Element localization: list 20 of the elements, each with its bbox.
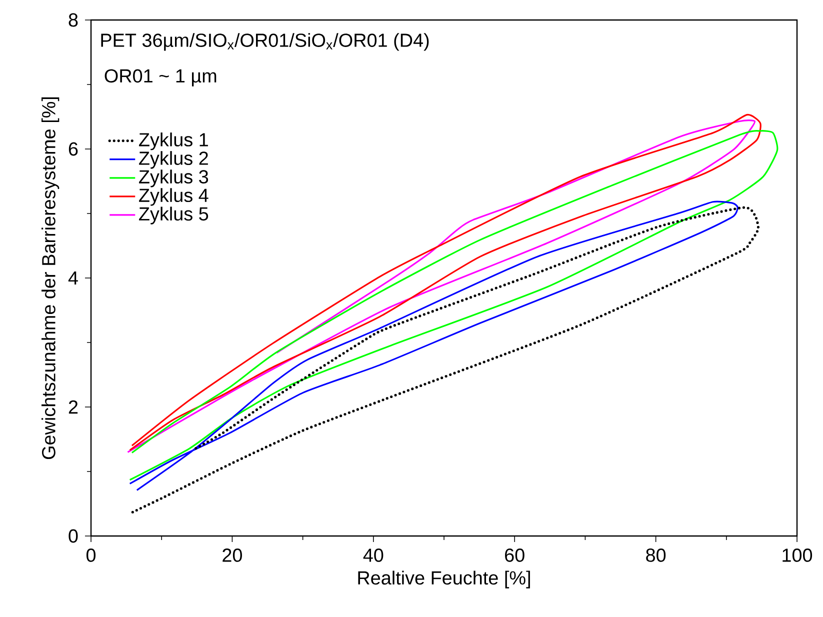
x-tick-label: 80 — [646, 548, 666, 562]
annotation: OR01 ~ 1 µm — [104, 69, 216, 86]
legend-label: Zyklus 2 — [139, 151, 208, 169]
legend-label: Zyklus 4 — [139, 188, 208, 206]
x-tick-label: 40 — [363, 548, 384, 562]
y-tick-label: 2 — [68, 400, 78, 414]
legend-label: Zyklus 3 — [139, 170, 208, 188]
x-tick-label: 20 — [222, 548, 242, 562]
y-tick-label: 6 — [68, 142, 78, 156]
x-axis-title: Realtive Feuchte [%] — [358, 570, 530, 588]
y-tick-label: 4 — [68, 271, 78, 284]
y-tick-label: 8 — [68, 13, 78, 27]
x-tick-label: 100 — [782, 548, 812, 562]
y-axis-title: Gewichtszunahme der Barrieresysteme [%] — [42, 97, 60, 460]
text: PET 36µm/SIO$_{x}$/OR01/SiO$_{x}$/OR01 (D4) — [101, 33, 429, 51]
legend-label: Zyklus 1 — [139, 132, 208, 150]
legend-label: Zyklus 5 — [139, 206, 208, 224]
y-tick-label: 0 — [68, 529, 78, 543]
x-tick-label: 60 — [505, 548, 524, 562]
x-tick-label: 0 — [86, 548, 96, 562]
